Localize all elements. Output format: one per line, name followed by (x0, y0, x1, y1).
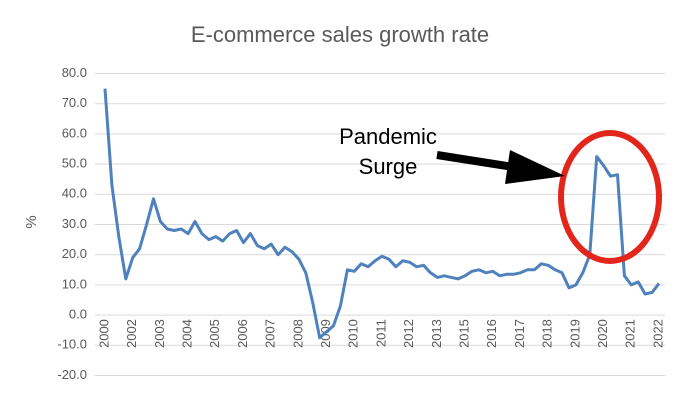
x-tick-label: 2003 (152, 319, 167, 348)
y-tick-label: -10.0 (57, 337, 87, 352)
y-tick-label: 30.0 (62, 216, 87, 231)
y-tick-label: 70.0 (62, 95, 87, 110)
x-tick-label: 2006 (235, 319, 250, 348)
x-tick-label: 2010 (346, 319, 361, 348)
x-tick-label: 2022 (650, 319, 665, 348)
arrow-head (505, 150, 565, 184)
annotation: Pandemic (339, 124, 437, 149)
arrow-shaft (436, 151, 521, 172)
x-tick-label: 2021 (623, 319, 638, 348)
y-tick-label: 10.0 (62, 276, 87, 291)
y-tick-label: 50.0 (62, 156, 87, 171)
y-axis-label: % (23, 215, 40, 228)
x-tick-label: 2002 (124, 319, 139, 348)
y-tick-label: 0.0 (69, 307, 87, 322)
highlight-ellipse (558, 130, 662, 264)
y-tick-label: -20.0 (57, 367, 87, 382)
x-tick-label: 2004 (180, 319, 195, 348)
x-tick-label: 2016 (484, 319, 499, 348)
line-series (103, 88, 661, 340)
x-tick-label: 2017 (512, 319, 527, 348)
y-tick-label: 20.0 (62, 246, 87, 261)
x-tick-label: 2005 (207, 319, 222, 348)
plot-area: -20.0 -10.0 0.0 10.0 20.0 30.0 40.0 50.0 60.0 70.… (57, 65, 665, 382)
x-tick-label: 2007 (263, 319, 278, 348)
y-tick-label: 80.0 (62, 65, 87, 80)
x-tick-label: 2011 (373, 319, 388, 347)
y-tick-label: 40.0 (62, 186, 87, 201)
annotation: Surge (359, 154, 418, 179)
y-tick-label: 60.0 (62, 125, 87, 140)
x-tick-label: 2019 (567, 319, 582, 348)
x-tick-label: 2013 (429, 319, 444, 348)
x-tick-label: 2020 (595, 319, 610, 348)
x-tick-label: 2000 (96, 319, 111, 348)
x-tick-label: 2012 (401, 319, 416, 348)
x-tick-label: 2018 (540, 319, 555, 348)
x-tick-label: 2015 (457, 319, 472, 348)
chart-title: E-commerce sales growth rate (191, 22, 489, 47)
x-tick-label: 2008 (290, 319, 305, 348)
